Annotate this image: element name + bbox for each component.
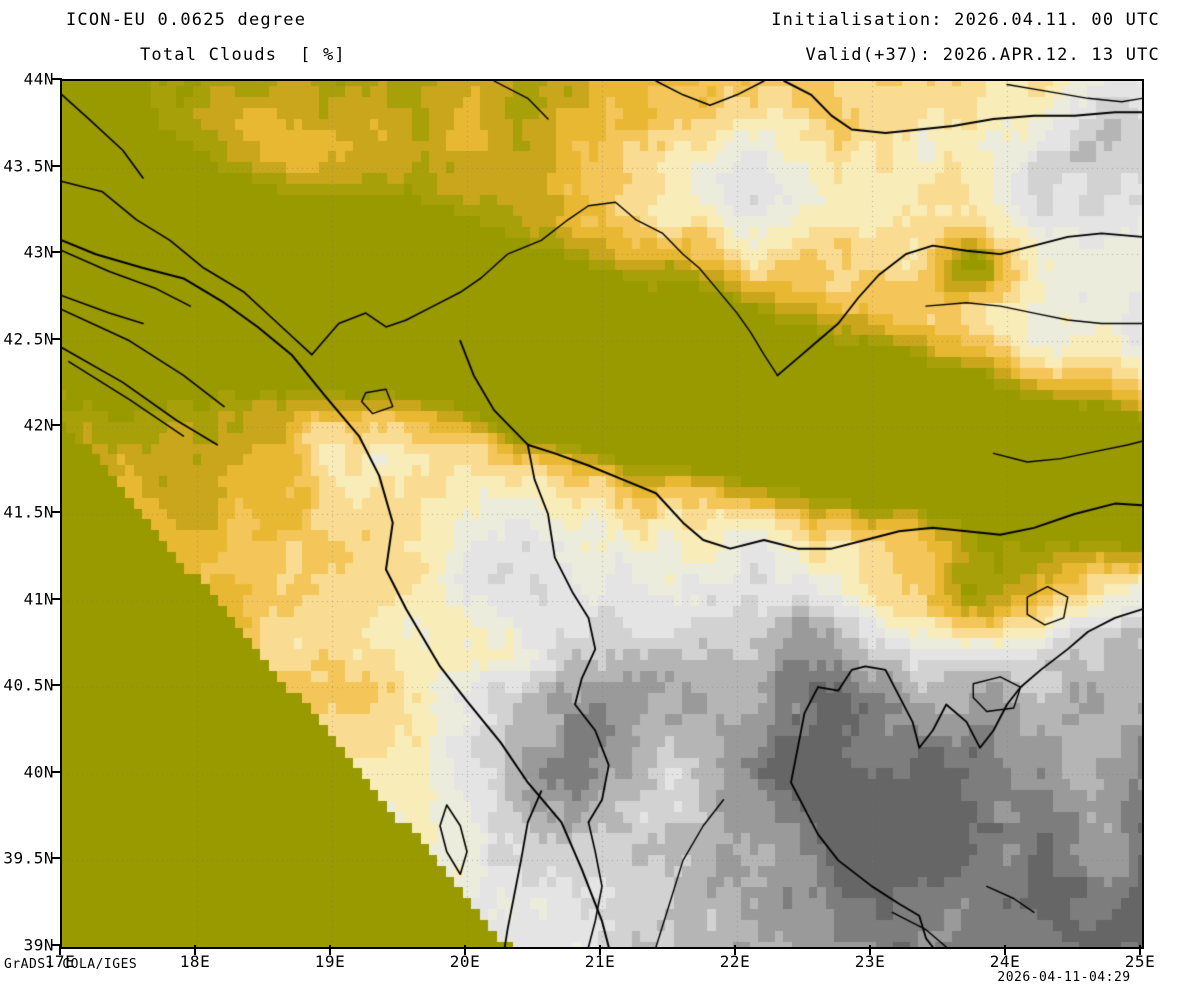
lat-tick-label: 40N bbox=[23, 762, 54, 782]
lon-tick-mark bbox=[734, 945, 736, 955]
valid-time-label: Valid(+37): 2026.APR.12. 13 UTC bbox=[805, 45, 1160, 65]
lon-tick-label: 23E bbox=[854, 952, 886, 971]
lat-tick-mark bbox=[52, 78, 62, 80]
lon-tick-mark bbox=[1004, 945, 1006, 955]
initialisation-label: Initialisation: 2026.04.11. 00 UTC bbox=[771, 10, 1160, 30]
lat-tick-label: 44N bbox=[23, 69, 54, 89]
cloud-cover-raster bbox=[62, 81, 1142, 947]
lat-tick-mark bbox=[52, 424, 62, 427]
lon-tick-mark bbox=[59, 945, 61, 955]
lat-tick-label: 40.5N bbox=[3, 675, 54, 695]
lat-tick-label: 39.5N bbox=[3, 848, 54, 868]
lon-tick-label: 22E bbox=[719, 952, 751, 971]
model-title: ICON-EU 0.0625 degree bbox=[66, 10, 307, 30]
lon-tick-label: 20E bbox=[449, 952, 481, 971]
lat-tick-mark bbox=[52, 944, 62, 946]
lon-tick-label: 25E bbox=[1124, 952, 1156, 971]
lat-tick-mark bbox=[52, 164, 62, 167]
lon-tick-label: 17E bbox=[44, 952, 76, 971]
lat-tick-label: 42.5N bbox=[3, 329, 54, 349]
lat-tick-mark bbox=[52, 770, 62, 773]
lat-tick-mark bbox=[52, 337, 62, 340]
grads-credit: GrADS: COLA/IGES bbox=[4, 957, 138, 972]
lon-tick-mark bbox=[869, 945, 871, 955]
lat-tick-label: 41N bbox=[23, 589, 54, 609]
lon-tick-label: 24E bbox=[989, 952, 1021, 971]
lon-tick-label: 19E bbox=[314, 952, 346, 971]
field-title: Total Clouds [ %] bbox=[140, 45, 346, 65]
lat-tick-label: 43N bbox=[23, 242, 54, 262]
lon-tick-mark bbox=[464, 945, 466, 955]
lat-tick-mark bbox=[52, 251, 62, 254]
lat-tick-label: 42N bbox=[23, 415, 54, 435]
lat-tick-label: 43.5N bbox=[3, 156, 54, 176]
render-timestamp: 2026-04-11-04:29 bbox=[997, 970, 1131, 985]
lon-tick-mark bbox=[194, 945, 196, 955]
lat-tick-label: 41.5N bbox=[3, 502, 54, 522]
lon-tick-mark bbox=[329, 945, 331, 955]
lat-tick-mark bbox=[52, 684, 62, 687]
lat-tick-mark bbox=[52, 597, 62, 600]
lon-tick-label: 21E bbox=[584, 952, 616, 971]
lon-tick-mark bbox=[1139, 945, 1141, 955]
lon-tick-label: 18E bbox=[179, 952, 211, 971]
map-plot-area bbox=[60, 79, 1144, 949]
lat-tick-mark bbox=[52, 857, 62, 860]
lat-tick-mark bbox=[52, 511, 62, 513]
lat-tick-label: 39N bbox=[23, 935, 54, 955]
lon-tick-mark bbox=[599, 945, 601, 955]
